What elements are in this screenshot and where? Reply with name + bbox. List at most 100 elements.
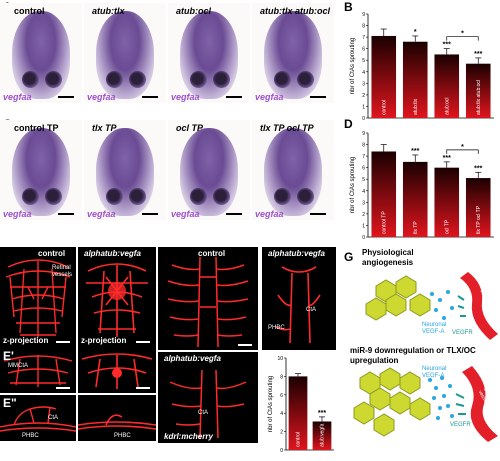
- embryo-head-stain: [180, 128, 238, 216]
- panel-e2-control: CtA PHBC: [0, 395, 76, 441]
- bar: [465, 178, 491, 237]
- embryo-head-stain: [180, 11, 238, 99]
- vegfr-receptors-bottom: [455, 393, 466, 415]
- panel-label: atub:tlx: [92, 6, 125, 16]
- vegf-dots-top: [430, 290, 454, 320]
- eye-icon: [129, 188, 146, 205]
- panel-letter-g: G: [344, 250, 354, 264]
- category-label: control: [381, 100, 387, 115]
- g-top-title: Physiological angiogenesis: [362, 248, 414, 267]
- y-tick-label: 10: [277, 356, 283, 362]
- category-label: tlx TP: [413, 221, 419, 234]
- bar: [288, 376, 308, 450]
- f-control-label: control: [198, 249, 226, 258]
- eye-icon: [45, 71, 62, 88]
- vessel-network-alphatub: [86, 263, 148, 337]
- category-label: control TP: [381, 211, 387, 234]
- phbc-label-e1: PHBC: [22, 433, 39, 439]
- y-tick-label: 8: [280, 374, 283, 380]
- gene-label: vegfaa: [171, 92, 200, 102]
- bar: [371, 151, 397, 237]
- scale-bar: [226, 213, 242, 215]
- bar: [371, 35, 397, 119]
- panel-f-alphatub: alphatub:vegfa PHBC CtA: [262, 247, 336, 350]
- eye-icon: [274, 188, 291, 205]
- scale-bar: [58, 96, 74, 98]
- embryo-head-stain: [264, 128, 322, 216]
- mmcta-vessels-alphatub: [81, 353, 153, 389]
- y-tick-label: 7: [362, 154, 365, 160]
- embryo-head-stain: [96, 128, 154, 216]
- scale-bar: [142, 96, 158, 98]
- e-zproj-label-1: z-projection: [3, 336, 49, 345]
- panel-e-control: control Retinal vessels z-projection: [0, 247, 76, 347]
- bar: [312, 421, 332, 450]
- panel-label: ocl TP: [176, 123, 204, 133]
- neuronal-label-top: Neuronal VEGF-A: [422, 322, 447, 335]
- y-axis-label: nbr of CtAs sprouting: [350, 38, 356, 94]
- gene-label: vegfaa: [3, 92, 32, 102]
- y-tick-label: 6: [362, 166, 365, 172]
- eye-icon: [106, 71, 123, 88]
- phbc-label-f: PHBC: [268, 325, 285, 331]
- y-tick-label: 4: [280, 411, 283, 417]
- category-label: ocl TP: [444, 219, 450, 234]
- y-tick-label: 5: [362, 58, 365, 64]
- row_a-embryo-panel: atub:tlx vegfaa: [84, 3, 166, 103]
- y-tick-label: 0: [362, 235, 365, 241]
- y-tick-label: 6: [280, 393, 283, 399]
- e-alphatub-label: alphatub:vegfa: [84, 249, 141, 258]
- trunk-vessels-control: [167, 256, 249, 348]
- row_c-embryo-panel: tlx TP ocl TP vegfaa: [252, 120, 334, 220]
- panel-letter-d: D: [344, 117, 353, 131]
- eye-icon: [106, 188, 123, 205]
- eye-icon: [213, 71, 230, 88]
- panel-label: control: [14, 6, 45, 16]
- f-alphatub-label: alphatub:vegfa: [268, 249, 325, 258]
- vegf-hexagons-bottom: [353, 367, 431, 437]
- gene-label: vegfaa: [3, 209, 32, 219]
- category-label: control: [296, 432, 302, 447]
- row_c-embryo-panel: tlx TP vegfaa: [84, 120, 166, 220]
- category-label: atub:tlx atub:ocl: [476, 80, 482, 115]
- embryo-head-stain: [12, 11, 70, 99]
- scale-bar: [238, 344, 252, 346]
- y-tick-label: 4: [362, 189, 365, 195]
- panel-f-alphatub-kdrl: alphatub:vegfa CtA kdrl:mcherry: [158, 352, 258, 443]
- cta-label-f2: CtA: [198, 410, 209, 416]
- significance-label: ***: [474, 51, 482, 58]
- panel-label: tlx TP ocl TP: [260, 123, 314, 133]
- y-tick-label: 2: [362, 93, 365, 99]
- e-control-label: control: [38, 249, 66, 258]
- significance-label: ***: [474, 165, 482, 172]
- scale-bar: [56, 341, 70, 343]
- vegfr-label-top: VEGFR: [452, 330, 473, 336]
- y-tick-label: 9: [362, 131, 365, 137]
- y-tick-label: 8: [362, 24, 365, 30]
- category-label: tlx TP ocl TP: [476, 205, 482, 234]
- panel-e1-alphatub: [78, 347, 156, 393]
- vegfr-receptors-top: [457, 295, 466, 317]
- panel-label: control TP: [14, 123, 59, 133]
- scale-bar: [310, 96, 326, 98]
- embryo-head-stain: [96, 11, 154, 99]
- chart-b: 0 1 2 3 4 5 6 7 8 9 nbr of CtAs sprouting control * a…: [338, 6, 500, 124]
- y-tick-label: 3: [362, 200, 365, 206]
- panel-letter-e2: E": [3, 396, 17, 410]
- y-tick-label: 2: [362, 212, 365, 218]
- scale-bar: [310, 213, 326, 215]
- y-tick-label: 7: [362, 35, 365, 41]
- y-tick-label: 6: [362, 47, 365, 53]
- bar: [434, 167, 460, 237]
- cta-label-f1: CtA: [306, 307, 317, 313]
- panel-e-alphatub: alphatub:vegfa z-projection: [78, 247, 156, 347]
- eye-icon: [190, 71, 207, 88]
- phbc-vessels-alphatub: [78, 414, 156, 430]
- eye-icon: [22, 71, 39, 88]
- scale-bar: [226, 96, 242, 98]
- y-tick-label: 1: [362, 104, 365, 110]
- bracket-label: *: [461, 144, 464, 151]
- y-tick-label: 0: [280, 448, 283, 454]
- panel-letter-b: B: [344, 0, 353, 14]
- row_a-embryo-panel: atub:ocl vegfaa: [168, 3, 250, 103]
